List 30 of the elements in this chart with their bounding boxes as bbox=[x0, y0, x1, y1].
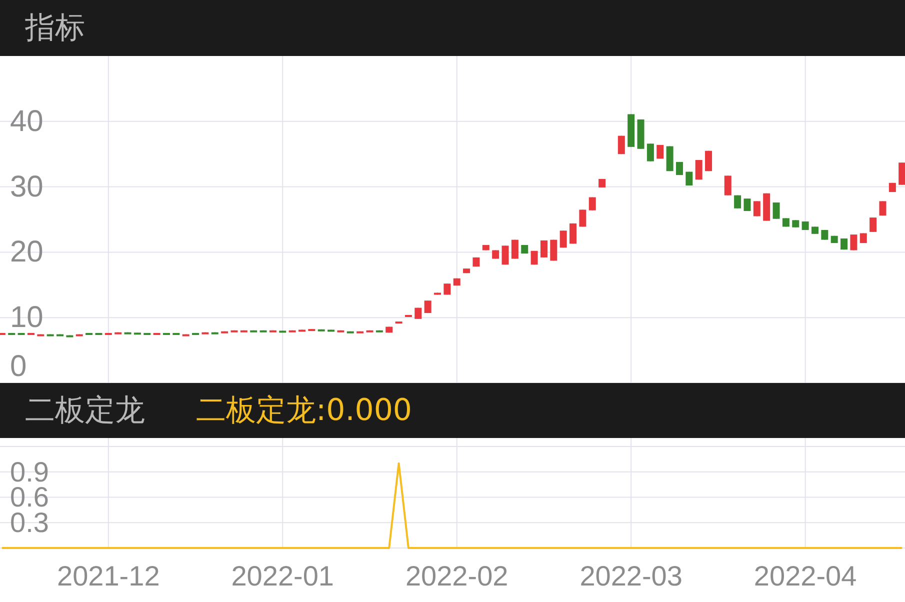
candlestick bbox=[772, 202, 780, 220]
y-tick-label: 20 bbox=[10, 236, 44, 269]
x-tick-label: 2022-02 bbox=[405, 560, 508, 592]
candlestick bbox=[686, 171, 693, 186]
candlestick bbox=[879, 200, 886, 216]
candlestick bbox=[850, 234, 858, 251]
candlestick bbox=[424, 300, 432, 314]
x-tick-label: 2021-12 bbox=[57, 560, 160, 592]
y-tick-label: 0 bbox=[10, 350, 27, 383]
y-tick-label: 10 bbox=[10, 301, 44, 334]
candlestick bbox=[734, 194, 742, 209]
x-tick-label: 2022-01 bbox=[231, 560, 334, 592]
text: 二板定龙:0.000 bbox=[196, 393, 412, 428]
candlestick bbox=[744, 198, 751, 212]
candlestick bbox=[540, 240, 548, 258]
candlestick bbox=[870, 217, 877, 232]
x-tick-label: 2022-03 bbox=[580, 560, 682, 592]
chart-title: 二板定龙 bbox=[25, 393, 145, 428]
candlestick bbox=[560, 230, 567, 248]
candlestick bbox=[579, 209, 586, 228]
candlestick bbox=[646, 143, 654, 162]
candlestick bbox=[724, 175, 732, 196]
candlestick bbox=[898, 162, 905, 186]
y-tick-label: 30 bbox=[10, 170, 44, 204]
y-tick-label: 40 bbox=[10, 104, 44, 138]
candlestick bbox=[502, 245, 509, 266]
candlestick bbox=[588, 196, 596, 211]
x-tick-label: 2022-04 bbox=[754, 560, 857, 592]
chart-title: 指标 bbox=[24, 10, 85, 46]
candlestick bbox=[753, 200, 760, 217]
